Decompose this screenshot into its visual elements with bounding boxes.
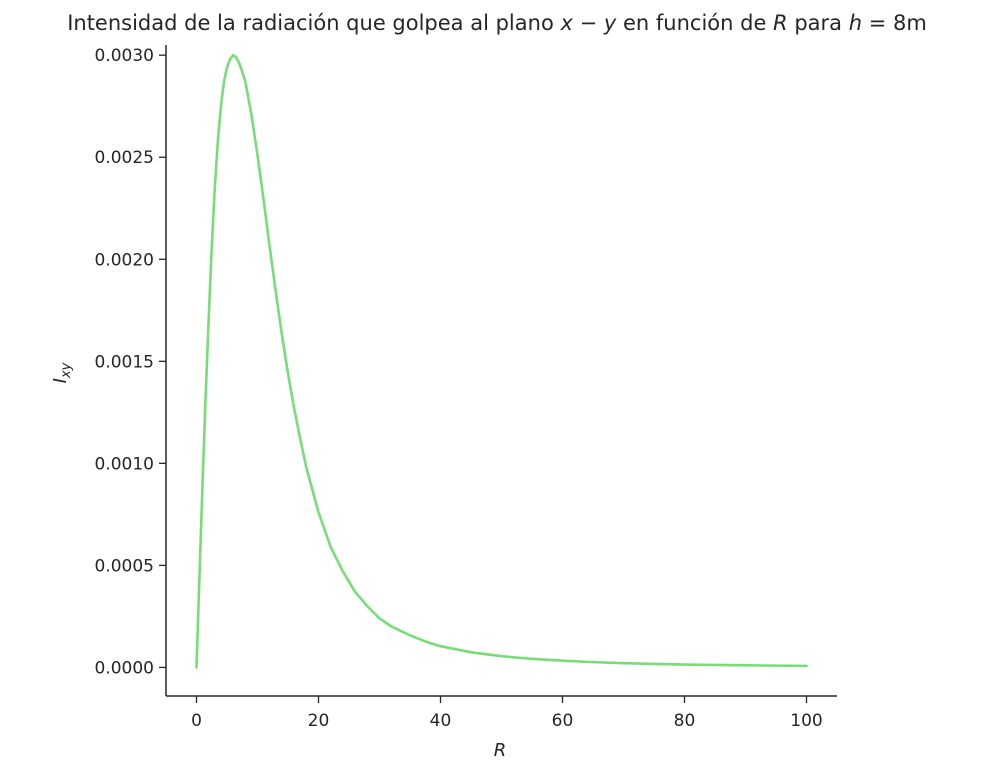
series-line: [195, 53, 808, 669]
title-var-h: h: [849, 11, 862, 35]
title-height: 8m: [893, 11, 927, 35]
x-axis-label: R: [494, 740, 507, 761]
title-mid: en función de: [616, 11, 773, 35]
x-tick-label: 20: [308, 711, 330, 731]
y-tick-label: 0.0030: [95, 46, 154, 66]
y-axis-label-main: I: [50, 378, 71, 383]
title-eq: =: [862, 11, 893, 35]
y-axis-label-sub: xy: [59, 362, 74, 379]
x-tick-label: 80: [674, 711, 696, 731]
y-tick-label: 0.0005: [95, 556, 154, 576]
y-axis-label: Ixy: [50, 362, 74, 383]
title-minus: −: [573, 11, 604, 35]
y-tick-label: 0.0020: [95, 250, 154, 270]
x-ticks: 0 20 40 60 80 100: [191, 696, 823, 731]
chart-title: Intensidad de la radiación que golpea al…: [67, 11, 927, 35]
x-tick-label: 60: [552, 711, 574, 731]
title-pre: Intensidad de la radiación que golpea al…: [67, 11, 560, 35]
title-var-x: x: [559, 11, 573, 35]
x-tick-label: 40: [430, 711, 452, 731]
y-tick-label: 0.0025: [95, 148, 154, 168]
y-tick-label: 0.0015: [95, 352, 154, 372]
y-tick-label: 0.0010: [95, 454, 154, 474]
y-tick-label: 0.0000: [95, 658, 154, 678]
y-ticks: 0.0000 0.0005 0.0010 0.0015 0.0020 0.0025 0.00…: [95, 46, 166, 678]
x-tick-label: 0: [191, 711, 202, 731]
title-var-y: y: [603, 11, 617, 35]
title-para: para: [788, 11, 849, 35]
title-var-r: R: [773, 11, 788, 35]
x-tick-label: 100: [790, 711, 822, 731]
